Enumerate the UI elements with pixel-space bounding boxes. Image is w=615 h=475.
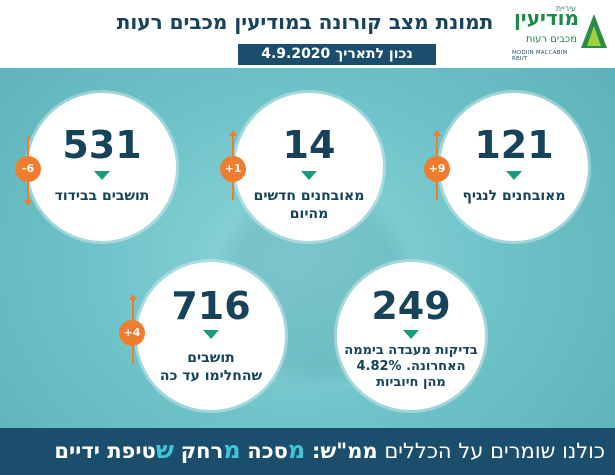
down-triangle-icon: [506, 171, 522, 180]
page-title: תמונת מצב קורונה במודיעין מכבים רעות: [116, 10, 494, 34]
city-logo: עיריית מודיעין מכבים רעות MODIIN MACCABI…: [512, 4, 607, 64]
change-badge: +4: [119, 320, 145, 346]
down-triangle-icon: [94, 171, 110, 180]
stat-label-line2: מהיום: [289, 206, 329, 222]
logo-sub-text: מכבים רעות: [525, 34, 577, 45]
stat-card-recovered: 716 תושבים שהחלימו עד כה: [137, 262, 285, 410]
footer-mamash: ממ"ש:: [311, 439, 378, 463]
stat-label: מאובחנים לנגיף: [462, 188, 566, 204]
change-badge: +9: [424, 156, 450, 182]
stat-label-line2: האחרונה. 4.82%: [356, 359, 466, 374]
footer-text: כולנו שומרים על הכללים ממ"ש: מסכה מרחק ש…: [10, 436, 605, 464]
footer-intro: כולנו שומרים על הכללים: [384, 439, 605, 463]
stat-value: 531: [62, 123, 142, 167]
stat-card-isolation: 531 תושבים בבידוד: [28, 93, 176, 241]
down-triangle-icon: [403, 330, 419, 339]
stat-label: מאובחנים חדשים: [253, 188, 365, 204]
stat-label: תושבים: [187, 350, 235, 366]
stat-label: בדיקות מעבדה ביממה: [344, 343, 478, 358]
date-banner: נכון לתאריך 4.9.2020: [238, 44, 436, 65]
stat-card-diagnosed: 121 מאובחנים לנגיף: [440, 93, 588, 241]
change-badge: -6: [15, 156, 41, 182]
stat-card-lab-tests: 249 בדיקות מעבדה ביממה האחרונה. 4.82% מה…: [337, 262, 485, 410]
footer-s: ש: [155, 436, 174, 464]
stat-value: 14: [282, 123, 336, 167]
stat-value: 716: [171, 284, 251, 328]
stat-label: תושבים בבידוד: [54, 188, 150, 204]
logo-main-text: מודיעין: [513, 6, 579, 30]
stat-label-line2: שהחלימו עד כה: [159, 368, 263, 384]
footer-m2: מ: [223, 436, 241, 464]
arrow-up-icon: [433, 130, 441, 136]
footer-w2: רחק: [180, 439, 224, 463]
footer-w1: סכה: [247, 439, 288, 463]
stat-label-line3: מהן חיוביות: [376, 375, 446, 390]
arrow-up-icon: [129, 294, 137, 300]
footer-w3: טיפת ידיים: [54, 439, 156, 463]
stat-value: 121: [474, 123, 554, 167]
down-triangle-icon: [301, 171, 317, 180]
stat-card-new-today: 14 מאובחנים חדשים מהיום: [235, 93, 383, 241]
arrow-down-icon: [24, 200, 32, 206]
change-badge: +1: [220, 156, 246, 182]
down-triangle-icon: [203, 330, 219, 339]
logo-english-text: MODIIN MACCABIM REUT: [512, 50, 568, 62]
header: תמונת מצב קורונה במודיעין מכבים רעות נכו…: [0, 0, 615, 68]
logo-top-text: עיריית: [555, 4, 576, 13]
logo-mark-inner-icon: [587, 26, 601, 46]
footer-banner: כולנו שומרים על הכללים ממ"ש: מסכה מרחק ש…: [0, 428, 615, 475]
arrow-up-icon: [229, 130, 237, 136]
footer-m1: מ: [287, 436, 306, 464]
stat-value: 249: [371, 284, 451, 328]
